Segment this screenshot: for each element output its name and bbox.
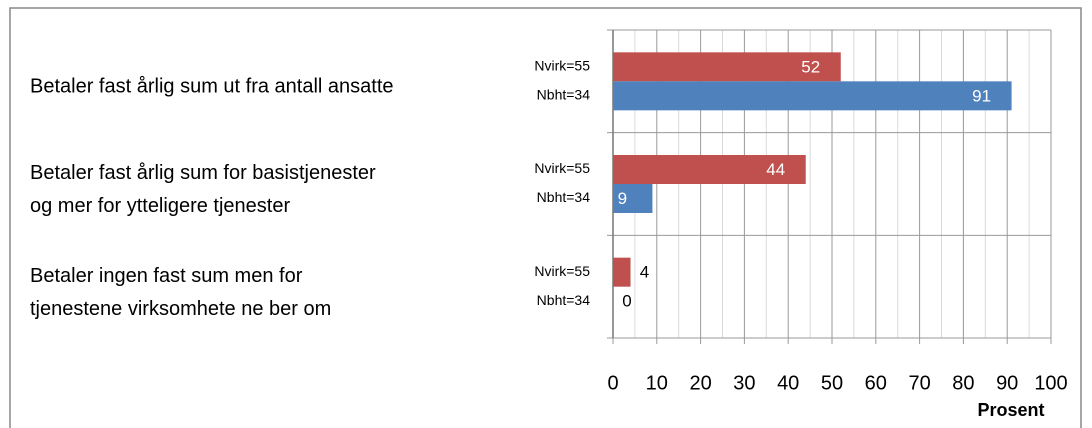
- value-label: 52: [801, 57, 820, 76]
- category-label: Betaler fast årlig sum ut fra antall ans…: [30, 75, 394, 98]
- x-tick-label: 30: [733, 372, 755, 394]
- series-label: Nvirk=55: [534, 58, 590, 74]
- x-axis-label: Prosent: [977, 400, 1044, 420]
- x-tick-label: 70: [908, 372, 930, 394]
- series-label: Nbht=34: [537, 87, 591, 103]
- value-label: 9: [618, 189, 627, 208]
- frame: [9, 7, 1082, 428]
- x-tick-label: 90: [996, 372, 1018, 394]
- x-tick-label: 0: [607, 372, 618, 394]
- value-label: 91: [972, 86, 991, 105]
- value-label: 4: [640, 263, 649, 282]
- x-tick-label: 40: [777, 372, 799, 394]
- category-label: Betaler ingen fast sum men for tjenesten…: [30, 264, 332, 320]
- value-label: 0: [622, 292, 631, 311]
- category-label: Betaler fast årlig sum for basistjeneste…: [30, 162, 376, 217]
- series-label: Nvirk=55: [534, 263, 590, 279]
- x-tick-label: 10: [646, 372, 668, 394]
- bar: [613, 52, 841, 82]
- x-tick-label: 50: [821, 372, 843, 394]
- x-tick-label: 20: [689, 372, 711, 394]
- x-tick-label: 100: [1034, 372, 1067, 394]
- bar: [613, 155, 806, 184]
- series-label: Nvirk=55: [534, 160, 590, 176]
- x-tick-label: 60: [865, 372, 887, 394]
- bar: [613, 257, 631, 287]
- bar: [613, 184, 653, 213]
- bar: [613, 81, 1012, 111]
- value-label: 44: [766, 160, 785, 179]
- x-tick-label: 80: [952, 372, 974, 394]
- series-label: Nbht=34: [537, 292, 591, 308]
- series-label: Nbht=34: [537, 189, 591, 205]
